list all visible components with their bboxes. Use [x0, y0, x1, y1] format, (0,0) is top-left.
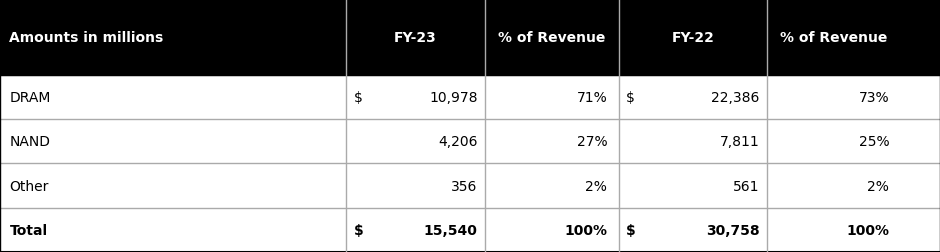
- Text: 25%: 25%: [858, 135, 889, 149]
- Text: 27%: 27%: [576, 135, 607, 149]
- Text: Total: Total: [9, 223, 48, 237]
- Text: 100%: 100%: [846, 223, 889, 237]
- Text: 15,540: 15,540: [424, 223, 478, 237]
- Text: 73%: 73%: [858, 91, 889, 105]
- Text: $: $: [353, 223, 363, 237]
- Text: 561: 561: [733, 179, 760, 193]
- Text: FY-22: FY-22: [671, 31, 714, 45]
- Text: 7,811: 7,811: [720, 135, 760, 149]
- Text: 10,978: 10,978: [429, 91, 478, 105]
- Text: 22,386: 22,386: [712, 91, 760, 105]
- Text: Amounts in millions: Amounts in millions: [9, 31, 164, 45]
- Text: 2%: 2%: [868, 179, 889, 193]
- Text: $: $: [626, 223, 635, 237]
- Text: 100%: 100%: [564, 223, 607, 237]
- Text: 4,206: 4,206: [438, 135, 478, 149]
- Text: DRAM: DRAM: [9, 91, 51, 105]
- Text: 71%: 71%: [576, 91, 607, 105]
- Text: 356: 356: [451, 179, 478, 193]
- Text: % of Revenue: % of Revenue: [780, 31, 887, 45]
- Text: % of Revenue: % of Revenue: [498, 31, 605, 45]
- Text: NAND: NAND: [9, 135, 51, 149]
- Bar: [0, 0, 940, 76]
- Text: $: $: [626, 91, 635, 105]
- Text: Other: Other: [9, 179, 49, 193]
- Text: FY-23: FY-23: [394, 31, 437, 45]
- Text: $: $: [353, 91, 362, 105]
- Text: 30,758: 30,758: [706, 223, 760, 237]
- Text: 2%: 2%: [586, 179, 607, 193]
